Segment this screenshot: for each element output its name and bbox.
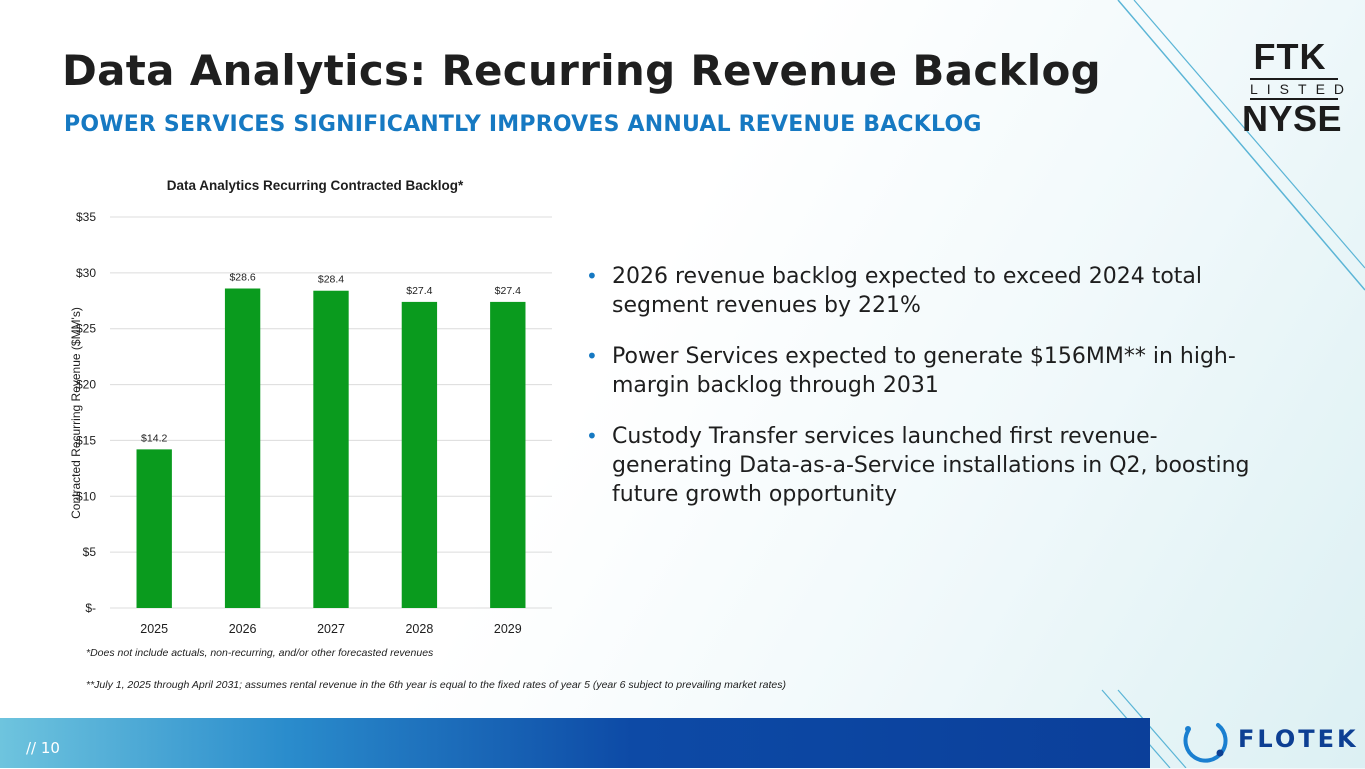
data-label: $27.4 — [406, 285, 432, 297]
page-number: // 10 — [26, 739, 60, 757]
flotek-logo-icon — [1183, 723, 1228, 763]
x-tick-label: 2027 — [317, 622, 345, 636]
x-tick-label: 2028 — [405, 622, 433, 636]
logo-listed: LISTED — [1250, 78, 1344, 100]
y-tick-label: $- — [85, 601, 96, 615]
y-tick-label: $30 — [76, 266, 96, 280]
page-subtitle: POWER SERVICES SIGNIFICANTLY IMPROVES AN… — [64, 112, 982, 137]
flotek-logo: FLOTEK — [1178, 715, 1358, 765]
logo-ticker: FTK — [1253, 36, 1327, 77]
y-tick-label: $5 — [83, 545, 97, 559]
bullet-custody-transfer: • Custody Transfer services launched firs… — [586, 422, 1266, 509]
bar-2028 — [401, 301, 438, 608]
bullet-text: 2026 revenue backlog expected to exceed … — [612, 264, 1203, 318]
bar-2025 — [136, 449, 172, 608]
chart-y-axis-label: Contracted Recurring Revenue ($MM's) — [69, 307, 83, 519]
data-label: $28.6 — [229, 271, 255, 283]
data-label: $27.4 — [495, 285, 521, 297]
bullet-text: Custody Transfer services launched first… — [612, 424, 1250, 507]
ftk-nyse-listed-logo: FTK LISTED NYSE — [1242, 36, 1344, 139]
data-label: $14.2 — [141, 432, 167, 444]
chart-title: Data Analytics Recurring Contracted Back… — [167, 178, 464, 193]
bullet-text: Power Services expected to generate $156… — [612, 344, 1236, 398]
y-tick-label: $25 — [76, 322, 96, 336]
footnote-forecast: *Does not include actuals, non-recurring… — [86, 647, 434, 659]
bar-2026 — [224, 288, 261, 608]
bullet-power-services: • Power Services expected to generate $15… — [586, 342, 1266, 400]
y-tick-label: $15 — [76, 433, 96, 447]
bullet-backlog-2026: • 2026 revenue backlog expected to exceed… — [586, 262, 1266, 320]
bullet-dot: • — [586, 424, 598, 448]
x-tick-label: 2029 — [494, 622, 522, 636]
bar-2029 — [490, 301, 526, 608]
data-label: $28.4 — [318, 274, 344, 286]
bullet-dot: • — [586, 264, 598, 288]
backlog-bar-chart: Data Analytics Recurring Contracted Back… — [69, 178, 552, 636]
bar-2027 — [313, 290, 349, 608]
x-tick-label: 2026 — [229, 622, 257, 636]
key-points-list: • 2026 revenue backlog expected to exceed… — [586, 262, 1266, 531]
flotek-wordmark: FLOTEK — [1238, 725, 1359, 753]
y-tick-label: $35 — [76, 210, 96, 224]
x-tick-label: 2025 — [140, 622, 168, 636]
bullet-dot: • — [586, 344, 598, 368]
y-tick-label: $10 — [76, 489, 96, 503]
footer-bar — [0, 718, 1150, 768]
page-title: Data Analytics: Recurring Revenue Backlo… — [62, 46, 1101, 95]
logo-exchange: NYSE — [1242, 98, 1343, 139]
y-tick-label: $20 — [76, 378, 96, 392]
footnote-period: **July 1, 2025 through April 2031; assum… — [86, 679, 786, 691]
